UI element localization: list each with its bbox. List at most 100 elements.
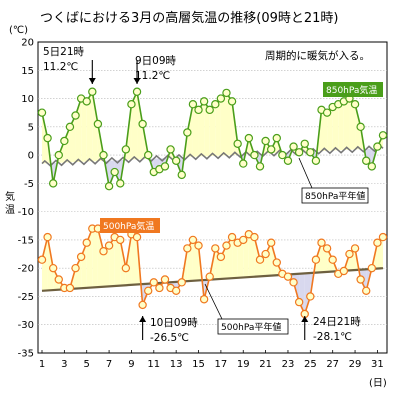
anomaly-fill xyxy=(226,92,233,156)
data-point xyxy=(65,283,75,293)
anomaly-fill xyxy=(131,91,138,160)
normal-500-box xyxy=(217,318,289,335)
data-point xyxy=(37,108,47,117)
data-point xyxy=(110,167,119,177)
data-point xyxy=(356,122,365,132)
data-point xyxy=(144,286,153,295)
anomaly-fill xyxy=(321,109,328,152)
anomaly-fill xyxy=(237,239,244,278)
x-tick-label: 31 xyxy=(371,359,384,370)
normal-500-label: 500hPa平年値 xyxy=(221,321,281,333)
data-point xyxy=(373,238,382,247)
data-point xyxy=(362,286,371,295)
data-point xyxy=(48,263,58,273)
data-point xyxy=(378,232,388,242)
annot-9-09-date: 9日09時 xyxy=(135,55,177,67)
data-point xyxy=(250,150,259,160)
annot-5-21-value: 11.2℃ xyxy=(43,61,78,73)
data-point xyxy=(294,297,304,307)
data-point xyxy=(250,232,259,242)
data-point xyxy=(138,300,147,310)
anomaly-fill xyxy=(64,126,70,163)
data-point xyxy=(211,244,220,253)
data-point xyxy=(54,275,63,284)
anomaly-fill xyxy=(271,242,277,276)
legend-850-bg xyxy=(323,82,383,97)
anomaly-fill xyxy=(220,92,227,156)
annot-5-21-date: 5日21時 xyxy=(43,46,85,58)
normal-500-pointer xyxy=(204,283,223,320)
legend-850-label: 850hPa気温 xyxy=(326,84,377,96)
data-point xyxy=(317,238,326,247)
data-point xyxy=(116,179,125,188)
data-point xyxy=(132,87,142,96)
data-point xyxy=(166,145,175,154)
data-point xyxy=(216,252,226,262)
anomaly-fill xyxy=(248,234,255,278)
x-tick-label: 15 xyxy=(192,359,205,370)
anomaly-fill xyxy=(209,104,216,157)
data-point xyxy=(99,247,108,256)
data-point xyxy=(194,105,203,115)
y-tick-label: 15 xyxy=(21,66,34,77)
data-point xyxy=(132,232,142,242)
anomaly-fill xyxy=(198,101,205,157)
data-point xyxy=(43,232,52,242)
anomaly-fill xyxy=(215,98,221,156)
anomaly-fill xyxy=(265,242,272,276)
y-tick-label: 20 xyxy=(21,38,34,49)
data-point xyxy=(378,131,388,140)
data-point xyxy=(261,249,270,259)
data-point xyxy=(199,295,209,304)
anomaly-fill xyxy=(81,98,87,162)
x-tick-label: 11 xyxy=(147,359,160,370)
x-tick-label: 13 xyxy=(170,359,183,370)
anomaly-fill xyxy=(243,234,249,278)
data-point xyxy=(367,263,377,273)
data-point xyxy=(322,108,332,117)
anomaly-fill xyxy=(42,237,48,291)
data-point xyxy=(339,266,349,276)
data-point xyxy=(71,263,80,273)
annotation-arrows xyxy=(88,60,309,340)
data-point xyxy=(227,97,237,106)
data-point xyxy=(199,97,209,106)
data-point xyxy=(283,156,293,165)
data-point xyxy=(82,238,91,247)
arrow-head xyxy=(88,78,96,84)
data-point xyxy=(121,263,131,273)
note-text: 周期的に暖気が入る。 xyxy=(265,49,370,62)
x-unit: (日) xyxy=(369,378,387,389)
arrow-head xyxy=(139,316,147,322)
data-point xyxy=(255,255,265,264)
x-tick-label: 5 xyxy=(84,359,90,370)
data-point xyxy=(306,148,315,157)
data-point xyxy=(99,150,108,160)
data-point xyxy=(127,99,136,109)
data-point xyxy=(328,255,337,264)
data-point xyxy=(311,156,321,165)
data-point xyxy=(350,99,360,109)
anomaly-fill xyxy=(204,101,210,157)
anomaly-fills xyxy=(42,91,383,314)
y-tick-label: -35 xyxy=(18,349,34,360)
anomaly-fill xyxy=(47,237,54,291)
normal-850-pointer xyxy=(298,157,313,189)
legend-500-bg xyxy=(100,218,160,233)
data-point xyxy=(205,105,214,115)
anomaly-fill xyxy=(232,237,238,279)
x-tick-label: 29 xyxy=(349,359,362,370)
data-point xyxy=(272,133,281,143)
y-tick-labels: 20 15 10 5 0 -5 -10 -15 -20 -25 -30 -35 xyxy=(18,38,34,360)
data-point xyxy=(345,249,354,259)
data-point xyxy=(194,241,203,250)
data-point xyxy=(239,235,248,245)
anomaly-fill xyxy=(120,239,126,286)
data-point xyxy=(37,255,47,264)
data-point xyxy=(144,150,153,160)
y-tick-label: -25 xyxy=(18,292,34,303)
data-point xyxy=(121,145,131,154)
data-point xyxy=(266,145,276,154)
data-point xyxy=(88,87,97,96)
data-point xyxy=(289,278,298,287)
